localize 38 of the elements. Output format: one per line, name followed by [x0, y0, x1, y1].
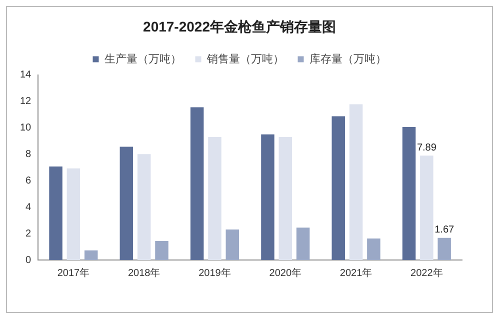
x-tick-label: 2019年	[198, 266, 231, 279]
bar	[120, 146, 134, 260]
x-tick-label: 2017年	[57, 266, 90, 279]
bar	[137, 154, 151, 260]
x-tick-label: 2018年	[128, 266, 160, 279]
y-tick-label: 10	[20, 122, 32, 134]
y-tick-label: 2	[26, 228, 32, 240]
bar	[226, 229, 240, 260]
bar	[84, 250, 98, 260]
y-tick-label: 4	[26, 202, 32, 213]
bar	[155, 240, 168, 260]
y-tick-label: 14	[20, 70, 32, 81]
bar	[332, 116, 345, 260]
bar	[349, 104, 363, 260]
legend-label: 库存量（万吨）	[309, 52, 386, 66]
bar	[208, 136, 222, 260]
bar	[438, 238, 451, 260]
legend-label: 生产量（万吨）	[104, 52, 182, 66]
bar	[49, 166, 62, 260]
chart-title: 2017-2022年金枪鱼产销存量图	[143, 18, 336, 34]
data-label: 7.89	[416, 142, 437, 154]
x-tick-label: 2020年	[269, 266, 302, 279]
bar	[261, 134, 274, 260]
x-tick-label: 2022年	[410, 266, 443, 279]
bar	[278, 136, 292, 260]
y-tick-label: 0	[26, 254, 32, 266]
x-tick-label: 2021年	[340, 266, 372, 279]
bar	[190, 107, 204, 260]
bar	[420, 156, 434, 260]
bar	[296, 228, 310, 260]
bar	[367, 238, 380, 260]
data-label: 1.67	[434, 224, 455, 236]
legend-label: 销售量（万吨）	[206, 52, 284, 66]
y-tick-label: 8	[26, 148, 32, 160]
bar	[402, 127, 416, 260]
y-tick-label: 6	[26, 175, 32, 186]
y-tick-label: 12	[20, 96, 32, 108]
bar	[66, 168, 80, 260]
